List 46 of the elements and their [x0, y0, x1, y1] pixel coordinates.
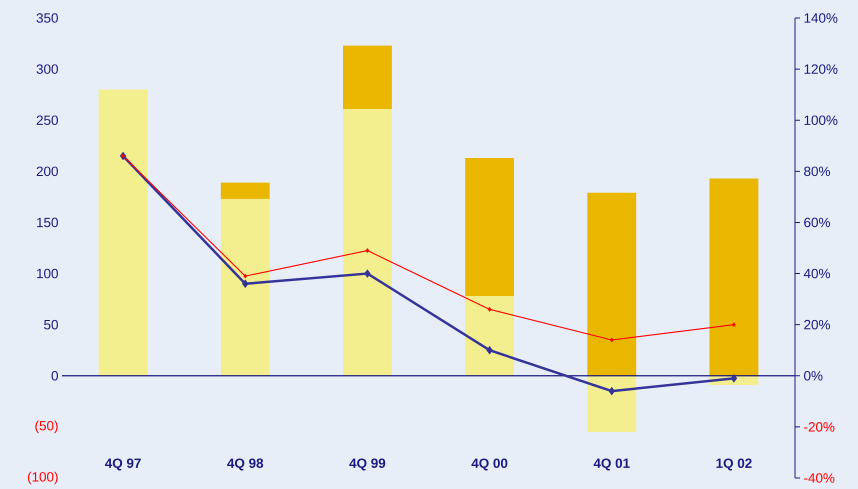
y2-tick-label: 0% — [804, 371, 822, 381]
y-tick-label: 0 — [52, 371, 58, 381]
point — [488, 306, 492, 312]
bar — [342, 46, 392, 109]
point — [243, 274, 248, 279]
y-tick-label: 100 — [37, 268, 58, 278]
y-tick-label: 350 — [36, 13, 58, 23]
bar — [98, 90, 148, 376]
bar — [465, 296, 514, 376]
y-tick-label: 150 — [37, 218, 58, 228]
y2-tick-label: -40% — [804, 473, 834, 483]
y-tick-label: (50) — [35, 420, 58, 434]
x-tick-label: 4Q 99 — [349, 458, 386, 470]
y-tick-label: 250 — [36, 115, 58, 125]
y2-tick-label: 20% — [804, 320, 830, 330]
y2-tick-label: 60% — [804, 218, 830, 228]
y2-tick-label: 140% — [804, 13, 838, 23]
y2-tick-label: 80% — [804, 166, 830, 176]
y2-tick-label: -20% — [804, 422, 834, 432]
bar — [220, 198, 270, 376]
bar — [342, 108, 392, 376]
bar — [709, 178, 758, 376]
bar — [220, 182, 270, 199]
point — [730, 374, 738, 383]
bar — [587, 376, 636, 432]
bar — [465, 158, 514, 296]
point — [366, 248, 370, 253]
y-tick-label: 300 — [36, 64, 58, 74]
point — [608, 386, 615, 396]
y-tick-label: (100) — [28, 472, 58, 484]
point — [364, 269, 371, 278]
x-tick-label: 1Q 02 — [716, 458, 752, 470]
x-tick-label: 4Q 01 — [594, 458, 630, 470]
y2-tick-label: 100% — [804, 115, 838, 125]
bar — [587, 192, 636, 376]
y-tick-label: 50 — [44, 320, 58, 330]
y2-tick-label: 120% — [804, 64, 838, 74]
point — [732, 322, 736, 328]
x-tick-label: 4Q 98 — [227, 458, 264, 470]
x-tick-label: 4Q 00 — [471, 458, 508, 470]
y2-tick-label: 40% — [804, 268, 830, 278]
y-tick-label: 200 — [36, 166, 58, 176]
x-tick-label: 4Q 97 — [104, 458, 141, 470]
point — [610, 338, 614, 342]
point — [486, 346, 493, 354]
point — [242, 280, 248, 288]
